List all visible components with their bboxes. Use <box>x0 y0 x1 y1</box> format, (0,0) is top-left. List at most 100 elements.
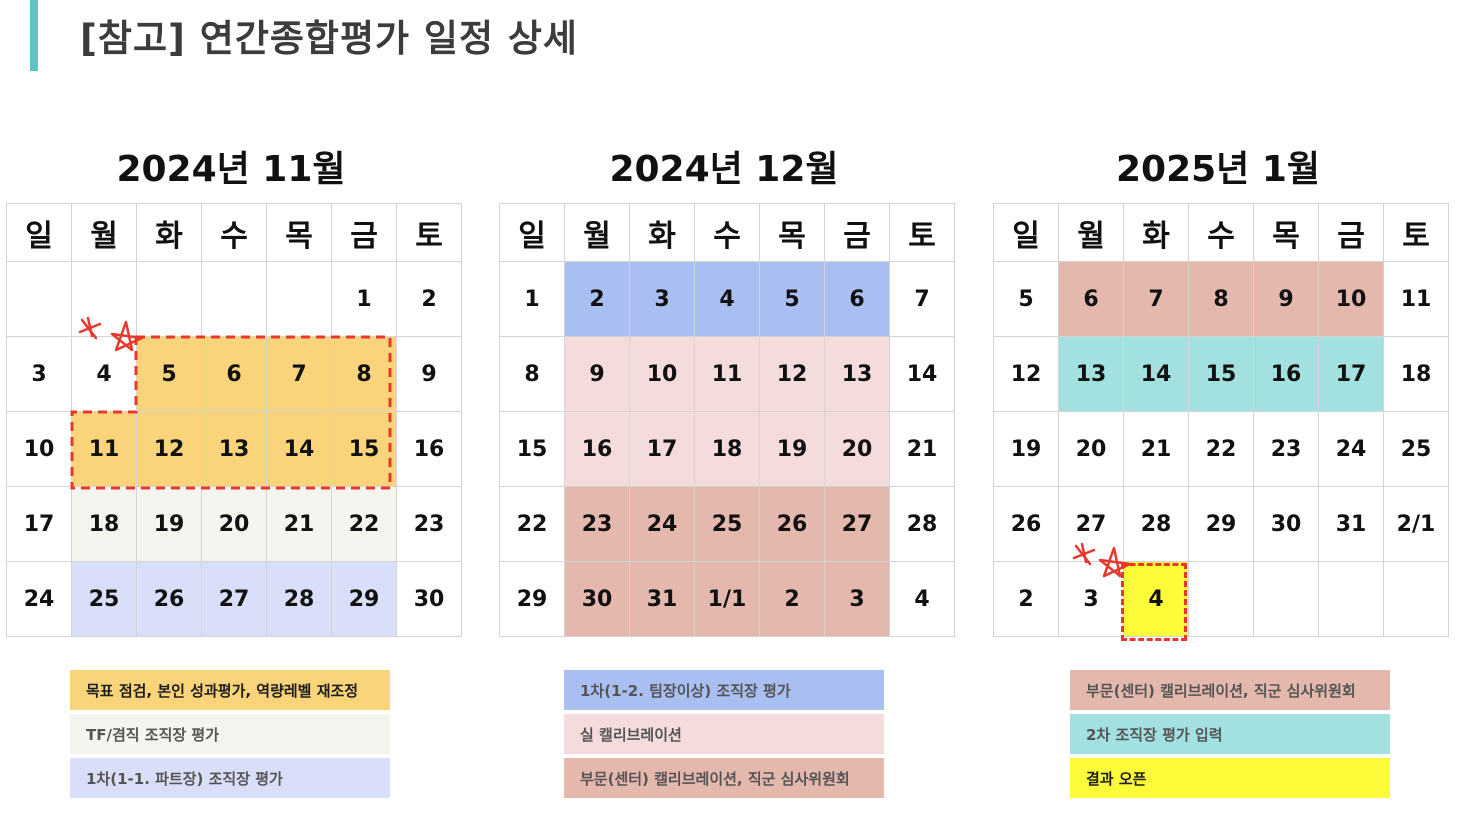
calendar-day-cell: 1/1 <box>694 561 760 637</box>
calendar-day-cell: 19 <box>136 486 202 562</box>
star-icon <box>78 316 144 352</box>
page-title: [참고] 연간종합평가 일정 상세 <box>80 17 578 60</box>
legend-tf-leader-eval: TF/겸직 조직장 평가 <box>70 714 390 754</box>
weekday-header: 수 <box>694 203 760 262</box>
calendar-day-cell: 20 <box>824 411 890 487</box>
calendar-week-row: 24 25 26 27 28 29 30 <box>6 561 462 637</box>
calendar-day-cell: 15 <box>1188 336 1254 412</box>
legend-part-leader-eval: 1차(1-1. 파트장) 조직장 평가 <box>70 758 390 798</box>
calendar-day-cell: 4 <box>694 261 760 337</box>
weekday-header: 일 <box>6 203 72 262</box>
weekday-header: 목 <box>759 203 825 262</box>
weekday-header: 목 <box>266 203 332 262</box>
calendar-day-cell: 8 <box>1188 261 1254 337</box>
calendar-week-row: 15 16 17 18 19 20 21 <box>499 411 955 487</box>
weekday-header: 토 <box>396 203 462 262</box>
calendar-day-cell: 19 <box>993 411 1059 487</box>
calendar-day-cell: 10 <box>629 336 695 412</box>
calendar-title-jan: 2025년 1월 <box>1115 149 1321 190</box>
legend-office-calibration: 실 캘리브레이션 <box>564 714 884 754</box>
calendar-day-cell: 17 <box>1318 336 1384 412</box>
calendar-day-cell: 13 <box>1058 336 1124 412</box>
calendar-day-cell <box>1318 561 1384 637</box>
calendar-week-row: 26 27 28 29 30 31 2/1 <box>993 486 1449 562</box>
calendar-day-cell: 14 <box>1123 336 1189 412</box>
calendar-day-cell <box>1383 561 1449 637</box>
calendar-day-cell: 2 <box>564 261 630 337</box>
weekday-header: 토 <box>1383 203 1449 262</box>
calendar-day-cell: 26 <box>136 561 202 637</box>
calendar-dec-2024: 일 월 화 수 목 금 토 1 2 3 4 5 6 7 8 9 10 11 12 13 14 15 16 17 18 19 20 21… <box>499 203 955 637</box>
weekday-header: 화 <box>136 203 202 262</box>
calendar-week-row: 22 23 24 25 26 27 28 <box>499 486 955 562</box>
calendar-day-cell: 17 <box>6 486 72 562</box>
calendar-day-cell: 29 <box>331 561 397 637</box>
calendar-week-row: 8 9 10 11 12 13 14 <box>499 336 955 412</box>
legend-result-open: 결과 오픈 <box>1070 758 1390 798</box>
calendar-day-cell: 27 <box>1058 486 1124 562</box>
calendar-day-cell: 16 <box>396 411 462 487</box>
calendar-day-cell: 2/1 <box>1383 486 1449 562</box>
calendar-day-cell: 6 <box>824 261 890 337</box>
calendar-day-cell: 10 <box>1318 261 1384 337</box>
calendar-day-cell: 30 <box>564 561 630 637</box>
jan-dashed-highlight <box>1121 563 1187 641</box>
weekday-header: 월 <box>71 203 137 262</box>
weekday-header: 월 <box>1058 203 1124 262</box>
calendar-day-cell: 14 <box>266 411 332 487</box>
legend-division-calibration-jan: 부문(센터) 캘리브레이션, 직군 심사위원회 <box>1070 670 1390 710</box>
calendar-day-cell: 4 <box>1123 561 1189 637</box>
calendar-day-cell: 27 <box>201 561 267 637</box>
calendar-day-cell: 27 <box>824 486 890 562</box>
calendar-day-cell: 30 <box>396 561 462 637</box>
calendar-jan-2025: 일 월 화 수 목 금 토 5 6 7 8 9 10 11 12 13 14 15 16 17 18 19 20 21 22 23… <box>993 203 1449 637</box>
weekday-header: 수 <box>201 203 267 262</box>
calendar-day-cell: 2 <box>396 261 462 337</box>
calendar-day-cell: 11 <box>1383 261 1449 337</box>
star-icon <box>1072 542 1132 578</box>
calendar-day-cell: 12 <box>993 336 1059 412</box>
calendar-day-cell: 7 <box>1123 261 1189 337</box>
calendar-week-row: 17 18 19 20 21 22 23 <box>6 486 462 562</box>
calendar-day-cell: 9 <box>564 336 630 412</box>
calendar-day-cell: 23 <box>564 486 630 562</box>
legend-goal-check: 목표 점검, 본인 성과평가, 역량레벨 재조정 <box>70 670 390 710</box>
calendar-day-cell <box>1188 561 1254 637</box>
calendar-day-cell: 2 <box>759 561 825 637</box>
calendar-day-cell: 24 <box>6 561 72 637</box>
legend-team-leader-eval: 1차(1-2. 팀장이상) 조직장 평가 <box>564 670 884 710</box>
calendar-day-cell: 14 <box>889 336 955 412</box>
calendar-day-cell: 4 <box>889 561 955 637</box>
calendar-day-cell: 6 <box>201 336 267 412</box>
calendar-day-cell: 12 <box>136 411 202 487</box>
weekday-header: 일 <box>499 203 565 262</box>
calendar-day-cell: 18 <box>71 486 137 562</box>
calendar-day-cell: 15 <box>331 411 397 487</box>
calendar-title-nov: 2024년 11월 <box>116 149 346 190</box>
calendar-week-row: 10 11 12 13 14 15 16 <box>6 411 462 487</box>
calendar-day-cell: 19 <box>759 411 825 487</box>
weekday-header: 금 <box>1318 203 1384 262</box>
calendar-day-cell: 31 <box>629 561 695 637</box>
calendar-day-cell <box>1253 561 1319 637</box>
calendar-day-cell: 12 <box>759 336 825 412</box>
calendar-day-cell: 24 <box>629 486 695 562</box>
calendar-week-row: 5 6 7 8 9 10 11 <box>993 261 1449 337</box>
legend-division-calibration: 부문(센터) 캘리브레이션, 직군 심사위원회 <box>564 758 884 798</box>
calendar-week-row: 29 30 31 1/1 2 3 4 <box>499 561 955 637</box>
calendar-day-cell: 25 <box>1383 411 1449 487</box>
legend-second-leader-eval: 2차 조직장 평가 입력 <box>1070 714 1390 754</box>
calendar-day-cell: 8 <box>331 336 397 412</box>
calendar-day-cell: 3 <box>629 261 695 337</box>
calendar-day-cell: 28 <box>889 486 955 562</box>
calendar-day-cell: 7 <box>889 261 955 337</box>
calendar-day-cell: 18 <box>694 411 760 487</box>
calendar-day-cell: 4 <box>71 336 137 412</box>
calendar-day-cell: 16 <box>1253 336 1319 412</box>
weekday-header: 일 <box>993 203 1059 262</box>
